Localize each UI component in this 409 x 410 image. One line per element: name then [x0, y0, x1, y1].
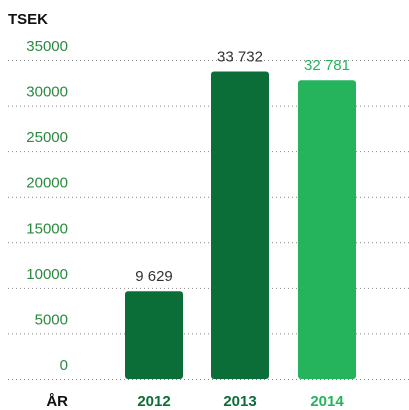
bar	[298, 80, 356, 379]
y-tick-label: 25000	[26, 129, 68, 146]
y-tick-label: 15000	[26, 220, 68, 237]
y-tick-label: 30000	[26, 84, 68, 101]
value-label: 32 781	[304, 57, 350, 74]
x-tick-label: 2014	[310, 393, 344, 410]
x-axis-label: ÅR	[46, 393, 68, 410]
bar	[125, 291, 183, 379]
bar	[211, 71, 269, 379]
y-tick-label: 10000	[26, 266, 68, 283]
value-label: 33 732	[217, 49, 263, 66]
x-tick-label: 2013	[223, 393, 256, 410]
y-tick-label: 35000	[26, 38, 68, 55]
x-tick-label: 2012	[137, 393, 170, 410]
value-label: 9 629	[135, 268, 173, 285]
y-tick-label: 0	[60, 357, 68, 374]
y-tick-label: 20000	[26, 175, 68, 192]
y-axis-label: TSEK	[8, 11, 48, 28]
y-tick-label: 5000	[35, 311, 68, 328]
